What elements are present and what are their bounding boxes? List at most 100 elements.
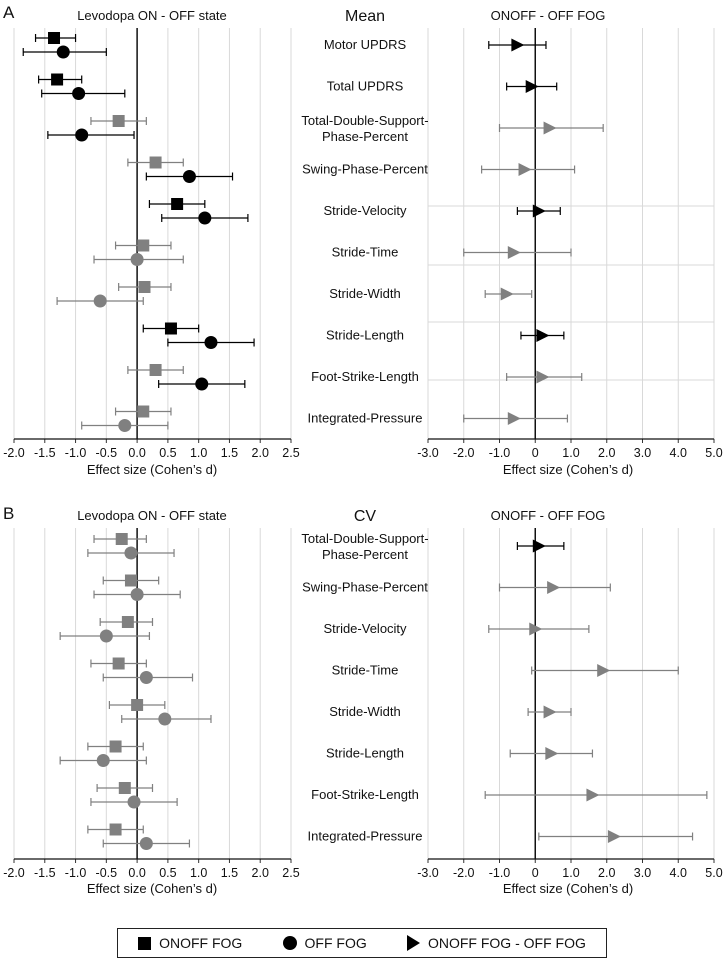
legend-item-onoff-fog: ONOFF FOG <box>138 935 242 951</box>
off-fog-marker <box>75 128 89 142</box>
off-fog-marker <box>198 211 212 225</box>
right-tick-label: 3.0 <box>634 446 651 460</box>
onoff-fog-marker <box>138 281 151 293</box>
right-tick-label: 5.0 <box>705 866 722 880</box>
difference-marker <box>518 163 532 176</box>
right-tick-label: 5.0 <box>705 446 722 460</box>
difference-marker <box>507 246 521 259</box>
difference-marker <box>607 830 621 843</box>
left-x-axis-label: Effect size (Cohen’s d) <box>87 881 217 896</box>
panel-letter: A <box>3 3 15 22</box>
off-fog-marker <box>182 170 196 183</box>
row-label: Total-Double-Support- <box>301 113 428 128</box>
row-label: Stride-Velocity <box>323 203 407 218</box>
right-tick-label: -3.0 <box>417 866 439 880</box>
off-fog-marker <box>72 87 86 100</box>
off-fog-marker <box>93 294 107 308</box>
difference-marker <box>525 80 539 93</box>
right-x-axis-label: Effect size (Cohen’s d) <box>503 462 633 477</box>
legend-label-off-fog: OFF FOG <box>304 935 367 951</box>
row-label: Total UPDRS <box>327 79 404 94</box>
right-tick-label: -3.0 <box>417 446 439 460</box>
right-tick-label: 2.0 <box>598 866 615 880</box>
circle-marker-icon <box>282 936 297 950</box>
right-plot-title: ONOFF - OFF FOG <box>491 8 606 23</box>
right-tick-label: 2.0 <box>598 446 615 460</box>
difference-marker <box>543 121 557 135</box>
left-tick-label: -1.5 <box>34 446 56 460</box>
off-fog-marker <box>139 671 153 684</box>
onoff-fog-marker <box>118 782 131 794</box>
left-tick-label: 1.5 <box>221 866 238 880</box>
onoff-fog-marker <box>121 616 134 628</box>
off-fog-marker <box>127 795 141 809</box>
right-tick-label: 4.0 <box>670 446 687 460</box>
onoff-fog-marker <box>137 405 150 418</box>
left-tick-label: -0.5 <box>96 446 118 460</box>
left-tick-label: -1.0 <box>65 446 87 460</box>
off-fog-marker <box>139 837 153 850</box>
row-label: Integrated-Pressure <box>308 411 423 426</box>
onoff-fog-marker <box>164 322 177 335</box>
off-fog-marker <box>130 253 144 266</box>
section-title: Mean <box>345 8 385 25</box>
left-tick-label: 1.0 <box>190 866 207 880</box>
row-label: Swing-Phase-Percent <box>302 162 428 177</box>
legend: ONOFF FOG OFF FOG ONOFF FOG - OFF FOG <box>117 928 607 958</box>
off-fog-marker <box>204 336 218 349</box>
row-label: Phase-Percent <box>322 547 408 562</box>
right-tick-label: 3.0 <box>634 866 651 880</box>
difference-marker <box>547 581 561 594</box>
off-fog-marker <box>124 546 138 560</box>
left-tick-label: 0.0 <box>128 446 145 460</box>
row-label: Swing-Phase-Percent <box>302 580 428 595</box>
off-fog-marker <box>118 419 132 432</box>
left-x-axis-label: Effect size (Cohen’s d) <box>87 462 217 477</box>
off-fog-marker <box>130 588 144 601</box>
row-label: Foot-Strike-Length <box>311 787 419 802</box>
legend-item-difference: ONOFF FOG - OFF FOG <box>406 935 586 951</box>
difference-marker <box>586 788 600 802</box>
onoff-fog-marker <box>115 533 128 545</box>
onoff-fog-marker <box>112 657 125 670</box>
panel-letter: B <box>3 504 14 523</box>
off-fog-marker <box>96 754 110 767</box>
difference-marker <box>597 664 611 677</box>
off-fog-marker <box>99 629 113 643</box>
onoff-fog-marker <box>124 574 137 587</box>
legend-item-off-fog: OFF FOG <box>282 935 367 951</box>
difference-marker <box>500 287 514 301</box>
left-tick-label: -0.5 <box>96 866 118 880</box>
difference-marker <box>536 329 550 342</box>
difference-marker <box>507 412 521 425</box>
row-label: Stride-Time <box>332 245 399 260</box>
left-tick-label: 2.5 <box>282 446 299 460</box>
left-tick-label: -2.0 <box>3 866 25 880</box>
left-tick-label: 1.5 <box>221 446 238 460</box>
right-tick-label: 1.0 <box>562 446 579 460</box>
difference-marker <box>529 622 543 636</box>
left-tick-label: -1.0 <box>65 866 87 880</box>
off-fog-marker <box>195 377 209 391</box>
section-title: CV <box>354 508 377 525</box>
row-label: Stride-Time <box>332 663 399 678</box>
row-label: Stride-Width <box>329 286 401 301</box>
left-tick-label: 1.0 <box>190 446 207 460</box>
onoff-fog-marker <box>109 740 122 753</box>
left-plot-title: Levodopa ON - OFF state <box>77 8 227 23</box>
row-label: Phase-Percent <box>322 129 408 144</box>
row-label: Stride-Length <box>326 328 404 343</box>
difference-marker <box>532 204 546 218</box>
left-tick-label: -1.5 <box>34 866 56 880</box>
row-label: Total-Double-Support- <box>301 531 428 546</box>
row-label: Stride-Velocity <box>323 621 407 636</box>
right-tick-label: -1.0 <box>489 446 511 460</box>
legend-label-onoff-fog: ONOFF FOG <box>159 935 243 951</box>
square-marker-icon <box>138 936 152 950</box>
row-label: Stride-Width <box>329 704 401 719</box>
right-tick-label: -2.0 <box>453 866 475 880</box>
onoff-fog-marker <box>171 198 184 210</box>
difference-marker <box>511 38 525 52</box>
onoff-fog-marker <box>48 32 61 44</box>
